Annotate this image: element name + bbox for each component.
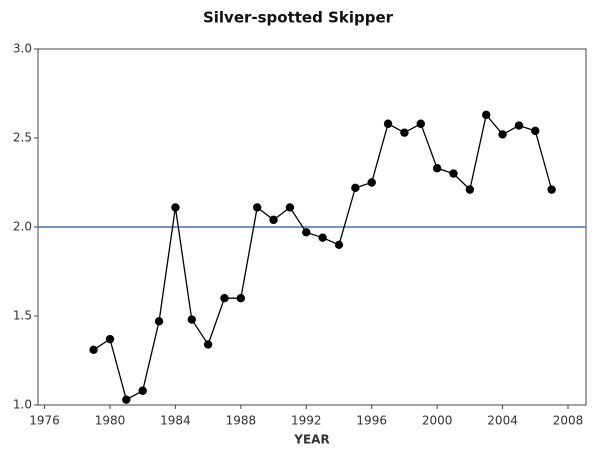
- data-point: [138, 386, 147, 395]
- data-point: [236, 294, 246, 303]
- data-point: [318, 233, 327, 242]
- data-point: [498, 130, 507, 139]
- x-tick-label: 2004: [487, 414, 518, 428]
- data-point: [449, 169, 458, 178]
- data-point: [465, 185, 475, 194]
- x-tick-label: 1984: [160, 414, 191, 428]
- x-tick-label: 1980: [95, 414, 126, 428]
- x-tick-label: 1996: [356, 414, 387, 428]
- data-point: [203, 340, 213, 349]
- data-point: [482, 110, 491, 120]
- data-point: [334, 240, 344, 249]
- data-point: [514, 121, 524, 130]
- data-point: [89, 345, 98, 355]
- data-point: [220, 294, 229, 303]
- x-tick-label: 1976: [29, 414, 60, 428]
- chart-title: Silver-spotted Skipper: [203, 9, 394, 27]
- data-point: [351, 183, 360, 193]
- y-tick-label: 3.0: [13, 42, 32, 56]
- data-point: [547, 185, 556, 194]
- x-tick-label: 1988: [226, 414, 257, 428]
- y-tick-label: 1.5: [13, 309, 32, 323]
- data-point: [187, 315, 196, 324]
- data-point: [154, 317, 164, 326]
- data-point: [302, 228, 311, 237]
- data-point: [367, 178, 376, 187]
- y-tick-label: 1.0: [13, 398, 32, 412]
- data-point: [416, 119, 425, 128]
- x-tick-label: 1992: [291, 414, 322, 428]
- data-point: [105, 334, 115, 344]
- data-point: [171, 203, 180, 212]
- data-point: [285, 203, 295, 212]
- data-point: [432, 164, 442, 173]
- data-point: [269, 215, 278, 225]
- y-tick-label: 2.5: [13, 131, 32, 145]
- data-point: [531, 126, 540, 136]
- x-tick-label: 2008: [553, 414, 584, 428]
- y-tick-label: 2.0: [13, 220, 32, 234]
- x-tick-label: 2000: [422, 414, 453, 428]
- data-point: [383, 119, 393, 128]
- series-line: [93, 113, 553, 401]
- data-point: [122, 395, 131, 404]
- data-point: [253, 203, 262, 212]
- x-axis-label: YEAR: [293, 433, 329, 447]
- data-point: [400, 128, 409, 137]
